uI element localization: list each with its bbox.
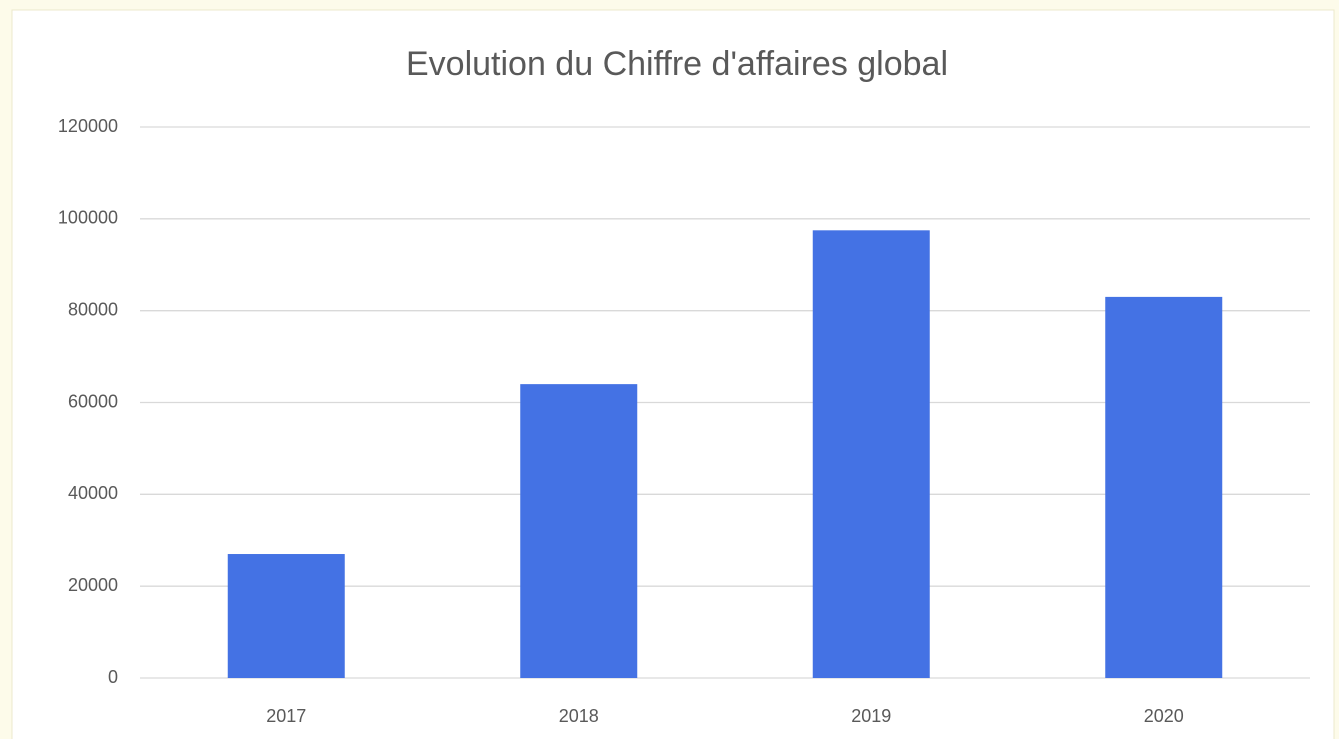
y-tick-label: 0	[108, 667, 118, 687]
bar	[812, 230, 930, 678]
y-tick-label: 80000	[68, 299, 118, 319]
chart-title: Evolution du Chiffre d'affaires global	[406, 45, 948, 83]
x-tick-label: 2020	[1144, 706, 1184, 726]
x-tick-label: 2018	[559, 706, 599, 726]
y-tick-label: 100000	[58, 208, 118, 228]
y-tick-label: 60000	[68, 391, 118, 411]
bar	[1105, 296, 1223, 678]
x-tick-label: 2017	[266, 706, 306, 726]
bar	[520, 384, 638, 678]
y-tick-label: 120000	[58, 116, 118, 136]
y-tick-label: 20000	[68, 575, 118, 595]
bar	[227, 554, 345, 678]
x-tick-label: 2019	[851, 706, 891, 726]
y-tick-label: 40000	[68, 483, 118, 503]
